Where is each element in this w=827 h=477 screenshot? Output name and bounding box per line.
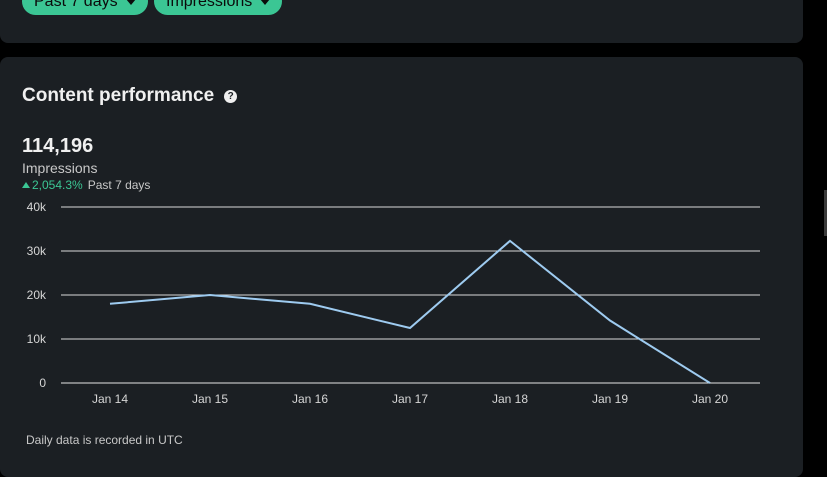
impressions-line-chart: 0 10k 20k 30k 40k Jan 14 Jan 15 Jan 16 Jan 17 Ja… [0, 0, 827, 456]
x-tick-label: Jan 16 [292, 392, 328, 406]
x-tick-label: Jan 19 [592, 392, 628, 406]
y-tick-label: 30k [27, 244, 47, 258]
x-tick-label: Jan 18 [492, 392, 528, 406]
y-tick-label: 20k [27, 288, 47, 302]
x-tick-label: Jan 17 [392, 392, 428, 406]
y-tick-label: 0 [39, 376, 46, 390]
y-tick-label: 40k [27, 200, 47, 214]
x-tick-label: Jan 15 [192, 392, 228, 406]
series-line [110, 241, 710, 383]
x-tick-label: Jan 14 [92, 392, 128, 406]
x-tick-label: Jan 20 [692, 392, 728, 406]
y-tick-label: 10k [27, 332, 47, 346]
